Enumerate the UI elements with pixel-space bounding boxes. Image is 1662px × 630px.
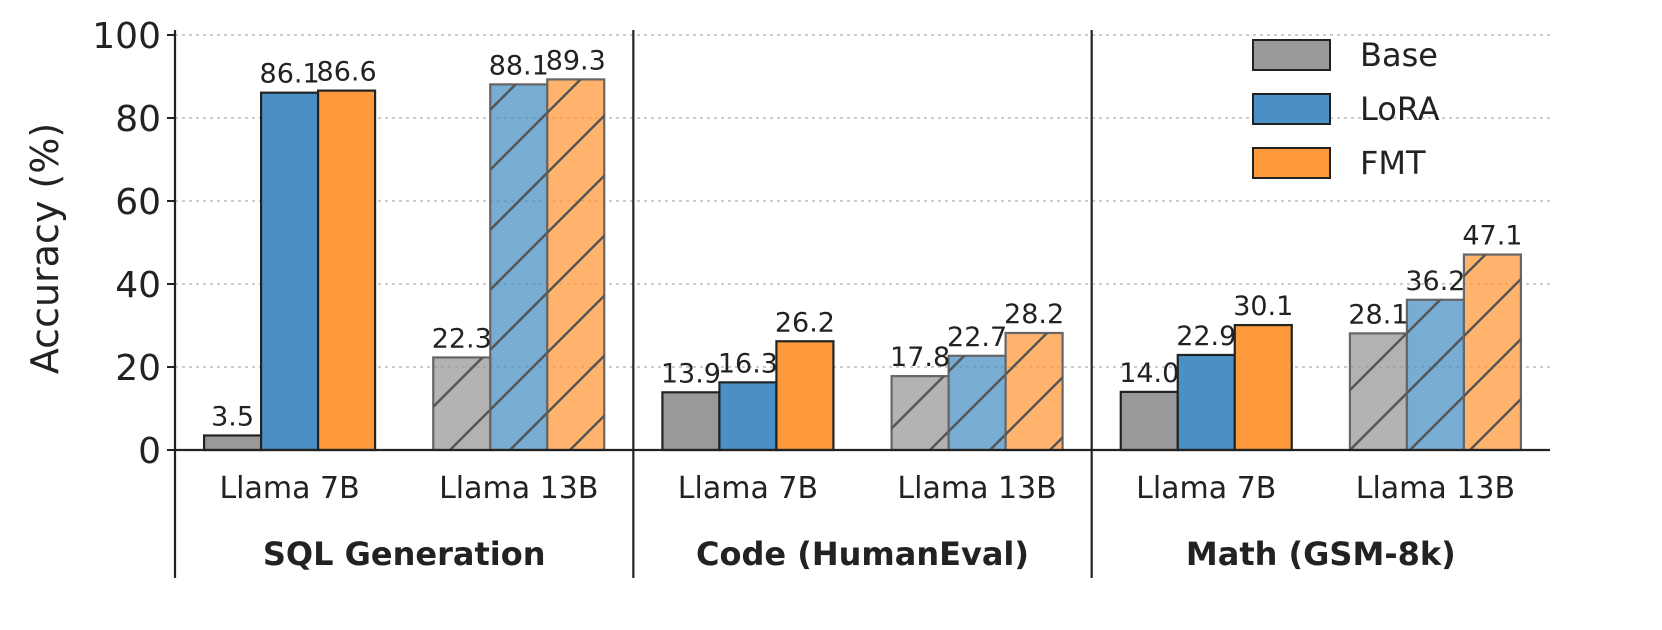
bar-code-humaneval-llama-7b-fmt [775, 340, 835, 452]
bar-math-gsm-8k-llama-7b-base [1119, 390, 1179, 452]
x-tick-label-code-humaneval-llama-13b: Llama 13B [897, 471, 1056, 506]
y-tick-label-0: 0 [138, 431, 161, 472]
data-label-code-humaneval-llama-7b-base: 13.9 [661, 358, 721, 389]
y-tick-label-60: 60 [115, 182, 161, 223]
y-tick-label-80: 80 [115, 99, 161, 140]
legend-label-lora: LoRA [1360, 90, 1440, 128]
bar-math-gsm-8k-llama-13b-fmt-hatch [1463, 254, 1521, 450]
legend-swatch-fmt [1252, 147, 1331, 179]
x-tick-label-math-gsm-8k-llama-13b: Llama 13B [1356, 471, 1515, 506]
x-tick-label-sql-generation-llama-7b: Llama 7B [219, 471, 359, 506]
bar-sql-generation-llama-7b-fmt [316, 89, 377, 452]
bar-math-gsm-8k-llama-13b-base-hatch [1349, 333, 1407, 450]
bar-sql-generation-llama-13b-base-hatch [433, 357, 491, 450]
bar-math-gsm-8k-llama-13b-lora-hatch [1406, 299, 1464, 450]
data-label-math-gsm-8k-llama-13b-fmt: 47.1 [1462, 221, 1522, 252]
y-tick-label-40: 40 [115, 265, 161, 306]
data-label-sql-generation-llama-7b-base: 3.5 [211, 401, 254, 432]
bar-sql-generation-llama-13b-lora-hatch [490, 84, 548, 450]
data-label-code-humaneval-llama-13b-fmt: 28.2 [1004, 299, 1064, 330]
data-label-math-gsm-8k-llama-7b-fmt: 30.1 [1233, 291, 1293, 322]
data-label-math-gsm-8k-llama-7b-lora: 22.9 [1176, 321, 1236, 352]
data-label-code-humaneval-llama-13b-lora: 22.7 [947, 322, 1007, 353]
x-tick-label-math-gsm-8k-llama-7b: Llama 7B [1136, 471, 1276, 506]
group-label-math-gsm-8k: Math (GSM-8k) [1186, 535, 1456, 573]
data-label-code-humaneval-llama-13b-base: 17.8 [890, 342, 950, 373]
x-tick-label-sql-generation-llama-13b: Llama 13B [439, 471, 598, 506]
labels: 3.5 86.186.6 Llama 7B 22.3 88.189.3 Llama 13B… [211, 45, 1522, 573]
legend-swatch-base [1252, 39, 1331, 71]
bar-math-gsm-8k-llama-7b-lora [1176, 353, 1236, 452]
bar-code-humaneval-llama-13b-base-hatch [891, 376, 949, 450]
bar-math-gsm-8k-llama-7b-fmt [1233, 323, 1293, 452]
legend: Base LoRA FMT [1252, 36, 1440, 182]
data-label-sql-generation-llama-13b-lora: 88.1 [489, 50, 549, 81]
bar-code-humaneval-llama-13b-fmt-hatch [1005, 332, 1063, 450]
data-label-sql-generation-llama-7b-lora: 86.1 [260, 59, 320, 90]
bars [202, 78, 1523, 452]
bar-sql-generation-llama-13b-fmt-hatch [547, 79, 605, 450]
data-label-math-gsm-8k-llama-13b-base: 28.1 [1348, 299, 1408, 330]
group-label-code-humaneval: Code (HumanEval) [696, 535, 1029, 573]
bar-code-humaneval-llama-7b-base [661, 391, 721, 452]
y-tick-label-100: 100 [92, 16, 161, 57]
x-tick-label-code-humaneval-llama-7b: Llama 7B [678, 471, 818, 506]
data-label-sql-generation-llama-13b-fmt: 89.3 [546, 45, 606, 76]
data-label-sql-generation-llama-7b-fmt: 86.6 [317, 57, 377, 88]
bar-code-humaneval-llama-7b-lora [718, 381, 778, 452]
data-label-code-humaneval-llama-7b-lora: 16.3 [718, 348, 778, 379]
bar-sql-generation-llama-7b-lora [259, 91, 320, 452]
data-label-math-gsm-8k-llama-7b-base: 14.0 [1119, 358, 1179, 389]
data-label-code-humaneval-llama-7b-fmt: 26.2 [775, 307, 835, 338]
gridlines [175, 34, 1550, 368]
y-tick-label-20: 20 [115, 348, 161, 389]
data-label-sql-generation-llama-13b-base: 22.3 [432, 323, 492, 354]
axes: 0 20 40 60 80 100 Accuracy (%) [23, 16, 1550, 578]
data-label-math-gsm-8k-llama-13b-lora: 36.2 [1405, 266, 1465, 297]
legend-label-fmt: FMT [1360, 144, 1426, 182]
bar-code-humaneval-llama-13b-lora-hatch [948, 355, 1006, 450]
group-label-sql-generation: SQL Generation [263, 535, 546, 573]
bar-sql-generation-llama-7b-base [202, 434, 263, 452]
y-axis-title: Accuracy (%) [23, 123, 67, 374]
legend-label-base: Base [1360, 36, 1438, 74]
legend-swatch-lora [1252, 93, 1331, 125]
